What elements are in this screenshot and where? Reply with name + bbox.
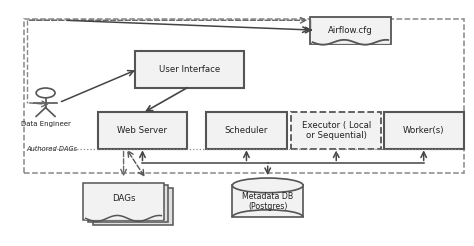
FancyBboxPatch shape <box>83 183 164 220</box>
FancyBboxPatch shape <box>98 112 187 149</box>
FancyBboxPatch shape <box>206 112 287 149</box>
Text: Airflow.cfg: Airflow.cfg <box>328 26 373 34</box>
FancyBboxPatch shape <box>310 16 391 44</box>
FancyBboxPatch shape <box>136 51 244 88</box>
Text: Scheduler: Scheduler <box>225 126 268 135</box>
Text: Web Server: Web Server <box>118 126 167 135</box>
Text: Executor ( Local
or Sequential): Executor ( Local or Sequential) <box>301 121 371 140</box>
FancyBboxPatch shape <box>88 185 168 222</box>
Text: DAGs: DAGs <box>112 194 135 203</box>
Text: User Interface: User Interface <box>159 65 220 74</box>
Text: Worker(s): Worker(s) <box>403 126 445 135</box>
Ellipse shape <box>232 178 303 193</box>
FancyBboxPatch shape <box>292 112 381 149</box>
FancyBboxPatch shape <box>383 112 464 149</box>
FancyBboxPatch shape <box>93 188 173 225</box>
Text: Authored DAGs: Authored DAGs <box>27 146 78 152</box>
Text: Metadata DB
(Postgres): Metadata DB (Postgres) <box>242 192 293 211</box>
FancyBboxPatch shape <box>232 185 303 217</box>
Text: Data Engineer: Data Engineer <box>21 121 71 126</box>
